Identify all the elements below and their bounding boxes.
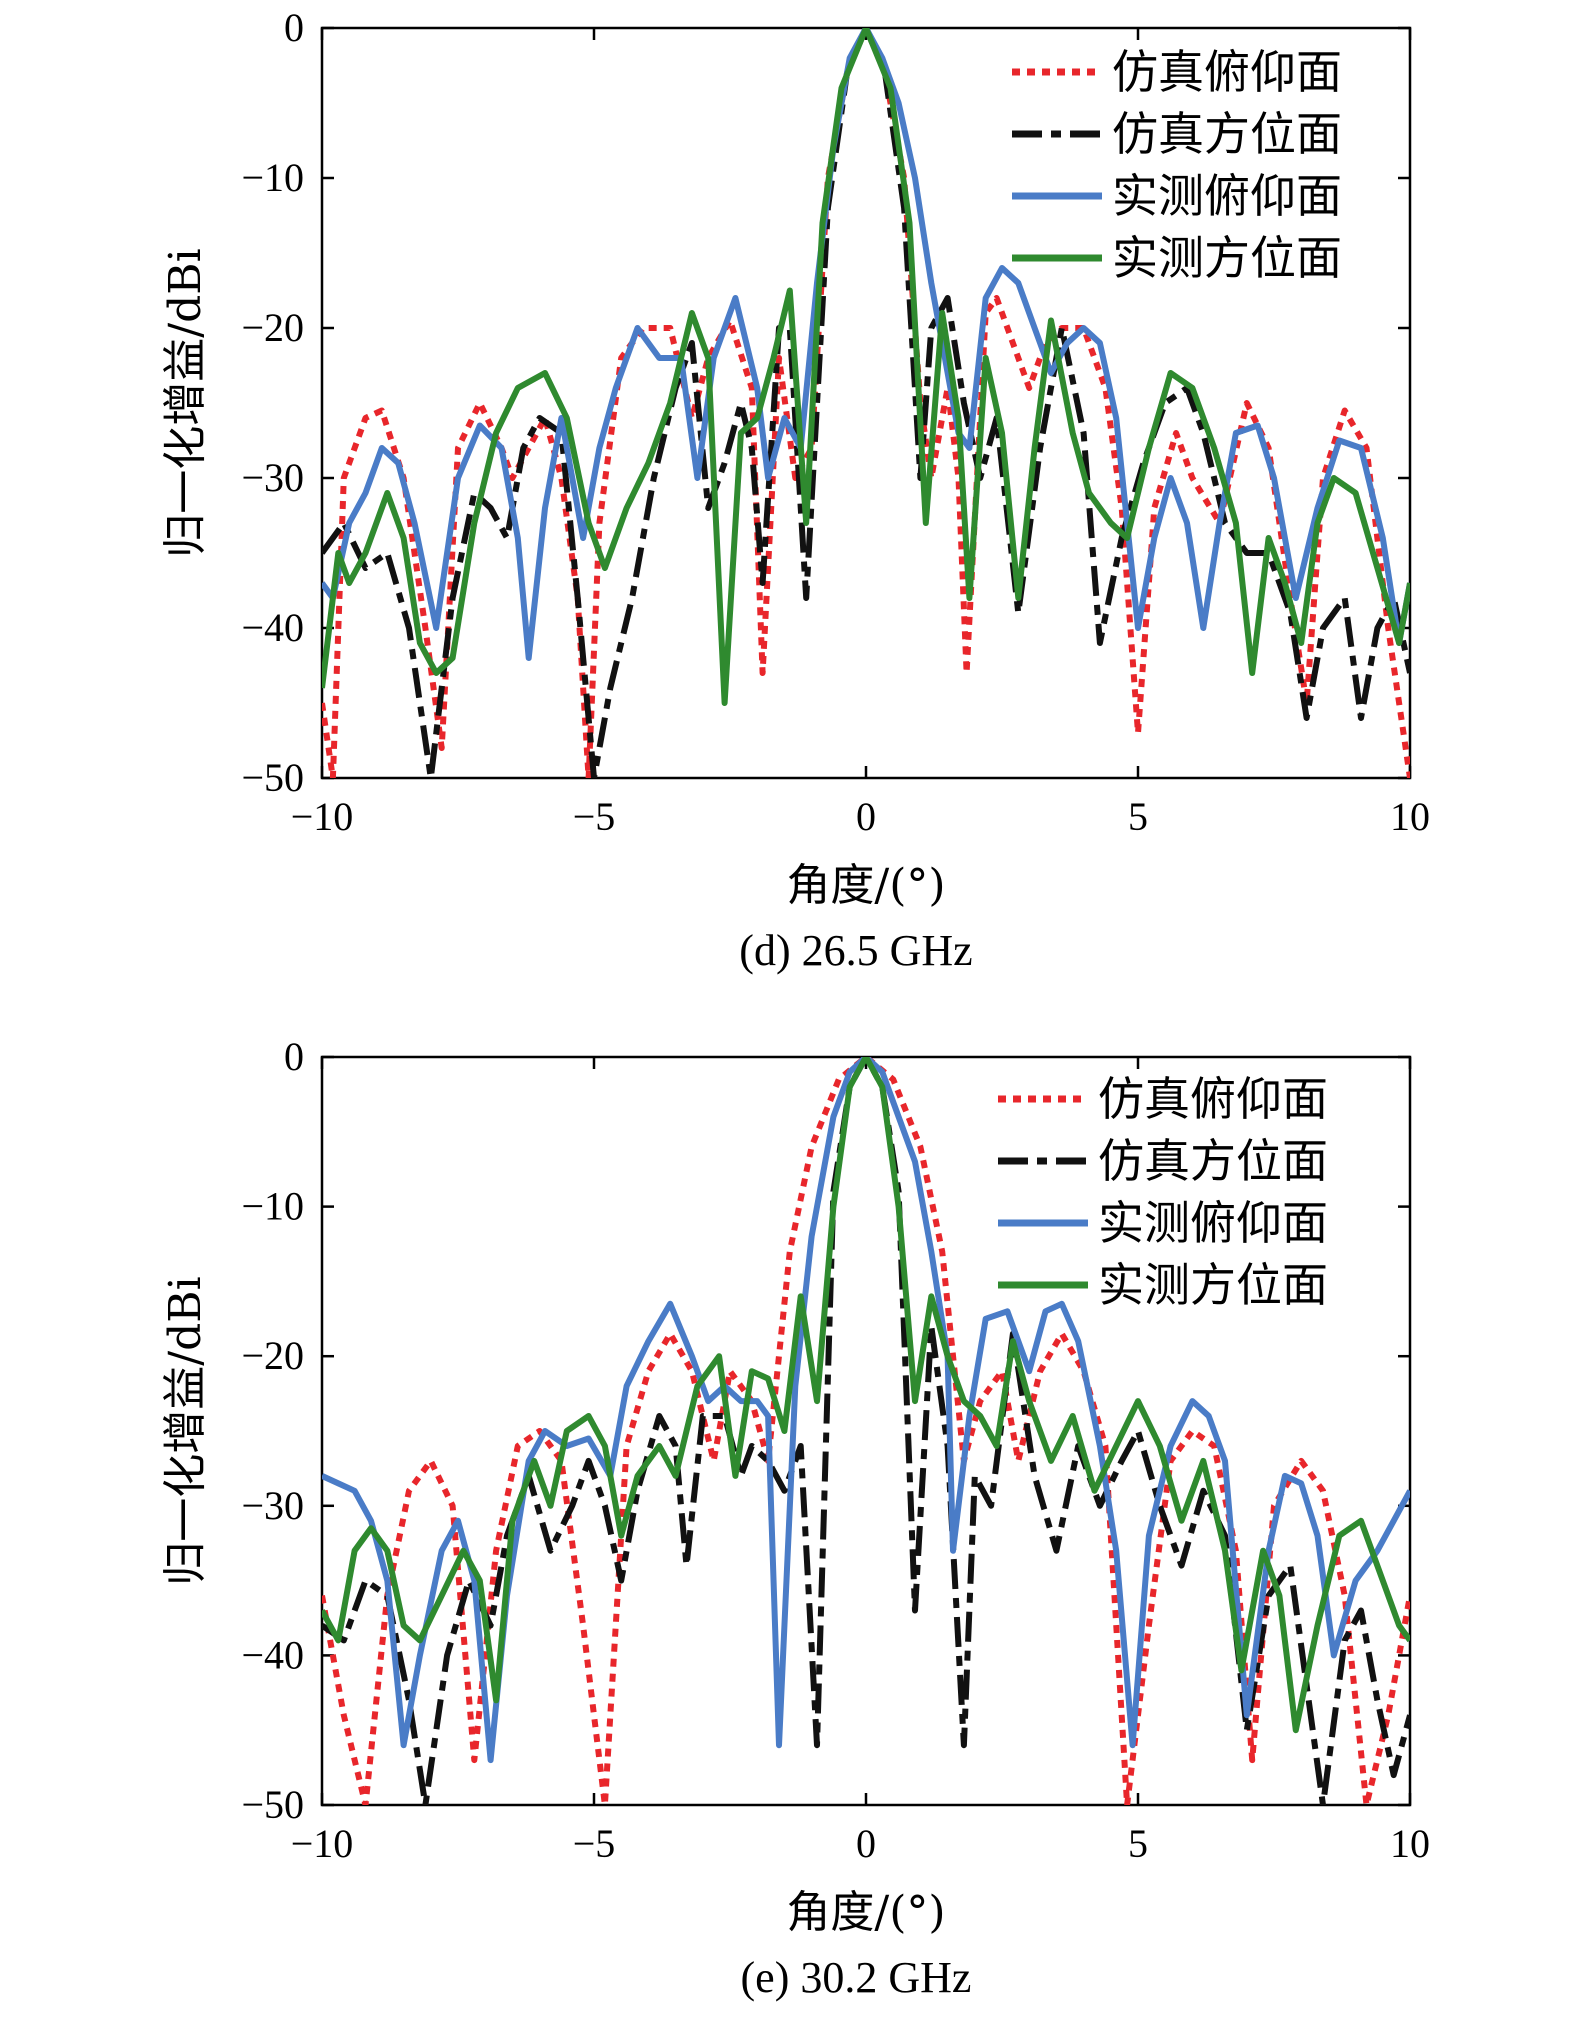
legend-label-0: 仿真俯仰面 [1112, 45, 1342, 99]
x-axis-label: 角度/(°) [786, 860, 945, 911]
x-tick-label: −5 [573, 794, 616, 839]
legend-label-2: 实测俯仰面 [1098, 1196, 1328, 1250]
legend-label-3: 实测方位面 [1112, 231, 1342, 285]
y-tick-label: −30 [241, 1483, 304, 1528]
x-tick-label: 10 [1390, 794, 1430, 839]
x-tick-label: 0 [856, 794, 876, 839]
chart-0: −10 −5 0 5 100−10−20−30−40−50角度/(°)归一化增益/dBi… [160, 5, 1430, 975]
x-tick-label: −10 [291, 794, 354, 839]
figure-caption: (d) 26.5 GHz [739, 926, 972, 975]
series-line-3 [322, 1057, 1410, 1734]
series-line-2 [322, 1057, 1410, 1764]
x-tick-label: 5 [1128, 794, 1148, 839]
y-tick-label: −50 [241, 1782, 304, 1827]
y-tick-label: −20 [241, 305, 304, 350]
chart-1: −10 −5 0 5 100−10−20−30−40−50角度/(°)归一化增益/dBi… [160, 1034, 1430, 2002]
legend-label-3: 实测方位面 [1098, 1258, 1328, 1312]
legend-label-2: 实测俯仰面 [1112, 169, 1342, 223]
x-tick-label: 10 [1390, 1821, 1430, 1866]
series-line-3 [322, 28, 1410, 706]
legend-label-1: 仿真方位面 [1098, 1134, 1328, 1188]
y-tick-label: −10 [241, 155, 304, 200]
y-tick-label: 0 [284, 1034, 304, 1079]
legend-label-1: 仿真方位面 [1112, 107, 1342, 161]
x-tick-label: 5 [1128, 1821, 1148, 1866]
y-tick-label: −30 [241, 455, 304, 500]
series-group [322, 1057, 1410, 1805]
y-tick-label: −40 [241, 605, 304, 650]
y-tick-label: −10 [241, 1184, 304, 1229]
x-tick-label: 0 [856, 1821, 876, 1866]
y-axis-label: 归一化增益/dBi [160, 248, 211, 557]
y-tick-label: −40 [241, 1632, 304, 1677]
figure-caption: (e) 30.2 GHz [741, 1953, 972, 2002]
x-tick-label: −5 [573, 1821, 616, 1866]
legend-label-0: 仿真俯仰面 [1098, 1072, 1328, 1126]
y-tick-label: −20 [241, 1333, 304, 1378]
series-group [322, 28, 1410, 778]
x-axis-label: 角度/(°) [786, 1887, 945, 1938]
y-tick-label: −50 [241, 755, 304, 800]
y-axis-label: 归一化增益/dBi [160, 1276, 211, 1585]
y-tick-label: 0 [284, 5, 304, 50]
x-tick-label: −10 [291, 1821, 354, 1866]
